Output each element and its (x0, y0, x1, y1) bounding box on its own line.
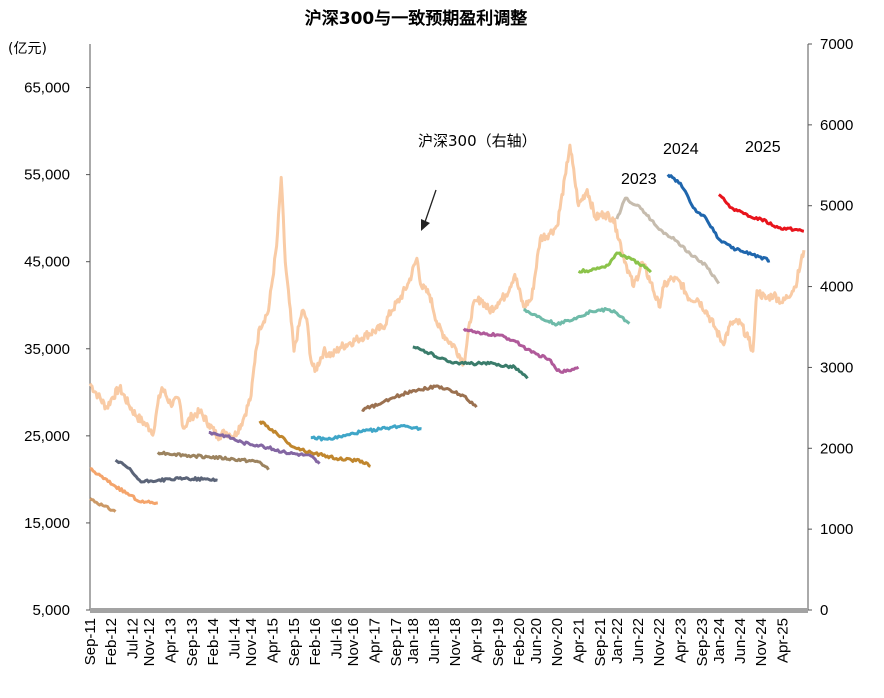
right-tick-label: 1000 (820, 521, 853, 538)
index-annotation: 沪深300（右轴） (418, 132, 537, 150)
x-tick-label: Sep-11 (82, 618, 99, 665)
x-tick-label: Apr-13 (163, 618, 180, 663)
annotation-arrow-head (421, 219, 430, 231)
right-tick-label: 3000 (820, 359, 853, 376)
annotation-arrow (424, 189, 437, 223)
forecast-line-7 (310, 423, 422, 442)
x-tick-label: Nov-22 (651, 618, 668, 666)
x-tick-label: Apr-21 (571, 618, 588, 663)
right-axis-ticks: 0 1000 2000 3000 4000 5000 6000 7000 (808, 36, 853, 619)
x-tick-label: Nov-14 (243, 618, 260, 666)
x-tick-label: Jul-16 (328, 618, 345, 659)
forecast-line-12 (577, 251, 652, 274)
left-tick-label: 45,000 (24, 254, 70, 271)
forecast-line-14 (666, 173, 771, 263)
left-tick-label: 5,000 (32, 602, 70, 619)
x-tick-label: Feb-20 (511, 618, 528, 666)
left-tick-label: 25,000 (24, 428, 70, 445)
x-tick-label: Jun-18 (426, 618, 443, 664)
left-axis-ticks: 5,000 15,000 25,000 35,000 45,000 55,000 65,00… (24, 80, 90, 619)
forecast-line-8 (361, 384, 478, 412)
x-tick-label: Jul-12 (124, 618, 141, 659)
right-tick-label: 4000 (820, 279, 853, 296)
x-tick-label: Jun-24 (732, 618, 749, 664)
x-tick-label: Feb-12 (103, 618, 120, 666)
forecast-line-4 (156, 450, 270, 471)
series-layer (88, 143, 806, 513)
index-line-hs300 (88, 143, 806, 442)
right-tick-label: 0 (820, 602, 828, 619)
forecast-line-13 (615, 196, 721, 285)
left-tick-label: 15,000 (24, 515, 70, 532)
left-tick-label: 65,000 (24, 80, 70, 97)
x-tick-label: Apr-23 (673, 618, 690, 663)
x-tick-label: Apr-17 (367, 618, 384, 663)
year-label-2024: 2024 (663, 141, 699, 158)
left-tick-label: 55,000 (24, 167, 70, 184)
x-tick-label: Jan-24 (711, 618, 728, 664)
year-label-2025: 2025 (745, 139, 781, 156)
x-tick-label: Sep-17 (388, 618, 405, 666)
x-tick-label: Nov-18 (447, 618, 464, 666)
x-tick-label: Jun-22 (630, 618, 647, 664)
x-tick-label: Jul-14 (226, 618, 243, 659)
x-tick-label: Sep-19 (490, 618, 507, 666)
x-tick-label: Nov-24 (753, 618, 770, 666)
forecast-line-3 (114, 458, 218, 484)
x-tick-label: Sep-15 (286, 618, 303, 666)
x-tick-label: Sep-21 (592, 618, 609, 666)
x-axis-ticks: Sep-11 Feb-12 Jul-12 Nov-12 Apr-13 Sep-13 Feb-… (82, 618, 792, 666)
right-tick-label: 2000 (820, 440, 853, 457)
forecast-line-11 (523, 307, 631, 327)
left-tick-label: 35,000 (24, 341, 70, 358)
right-tick-label: 7000 (820, 36, 853, 53)
x-tick-label: Sep-13 (184, 618, 201, 666)
x-tick-label: Jan-22 (609, 618, 626, 664)
x-tick-label: Jan-18 (405, 618, 422, 664)
x-tick-label: Apr-25 (775, 618, 792, 663)
forecast-line-15 (717, 193, 805, 233)
year-label-2023: 2023 (621, 171, 657, 188)
chart-title: 沪深300与一致预期盈利调整 (305, 8, 528, 29)
x-tick-label: Sep-23 (694, 618, 711, 666)
forecast-line-1 (89, 497, 117, 513)
forecast-line-9 (412, 345, 529, 380)
right-tick-label: 6000 (820, 117, 853, 134)
forecast-line-10 (462, 327, 580, 374)
x-tick-label: Feb-16 (307, 618, 324, 666)
x-tick-label: Feb-14 (205, 618, 222, 666)
x-tick-label: Apr-19 (469, 618, 486, 663)
forecast-line-6 (258, 420, 371, 468)
left-axis-unit: (亿元) (8, 41, 47, 57)
x-axis-baseline (90, 608, 808, 613)
forecast-line-5 (208, 430, 321, 465)
x-tick-label: Nov-20 (549, 618, 566, 666)
x-tick-label: Jun-20 (528, 618, 545, 664)
x-tick-label: Nov-12 (141, 618, 158, 666)
x-tick-label: Apr-15 (265, 618, 282, 663)
x-tick-label: Nov-16 (345, 618, 362, 666)
right-tick-label: 5000 (820, 198, 853, 215)
forecast-line-2 (89, 467, 158, 506)
